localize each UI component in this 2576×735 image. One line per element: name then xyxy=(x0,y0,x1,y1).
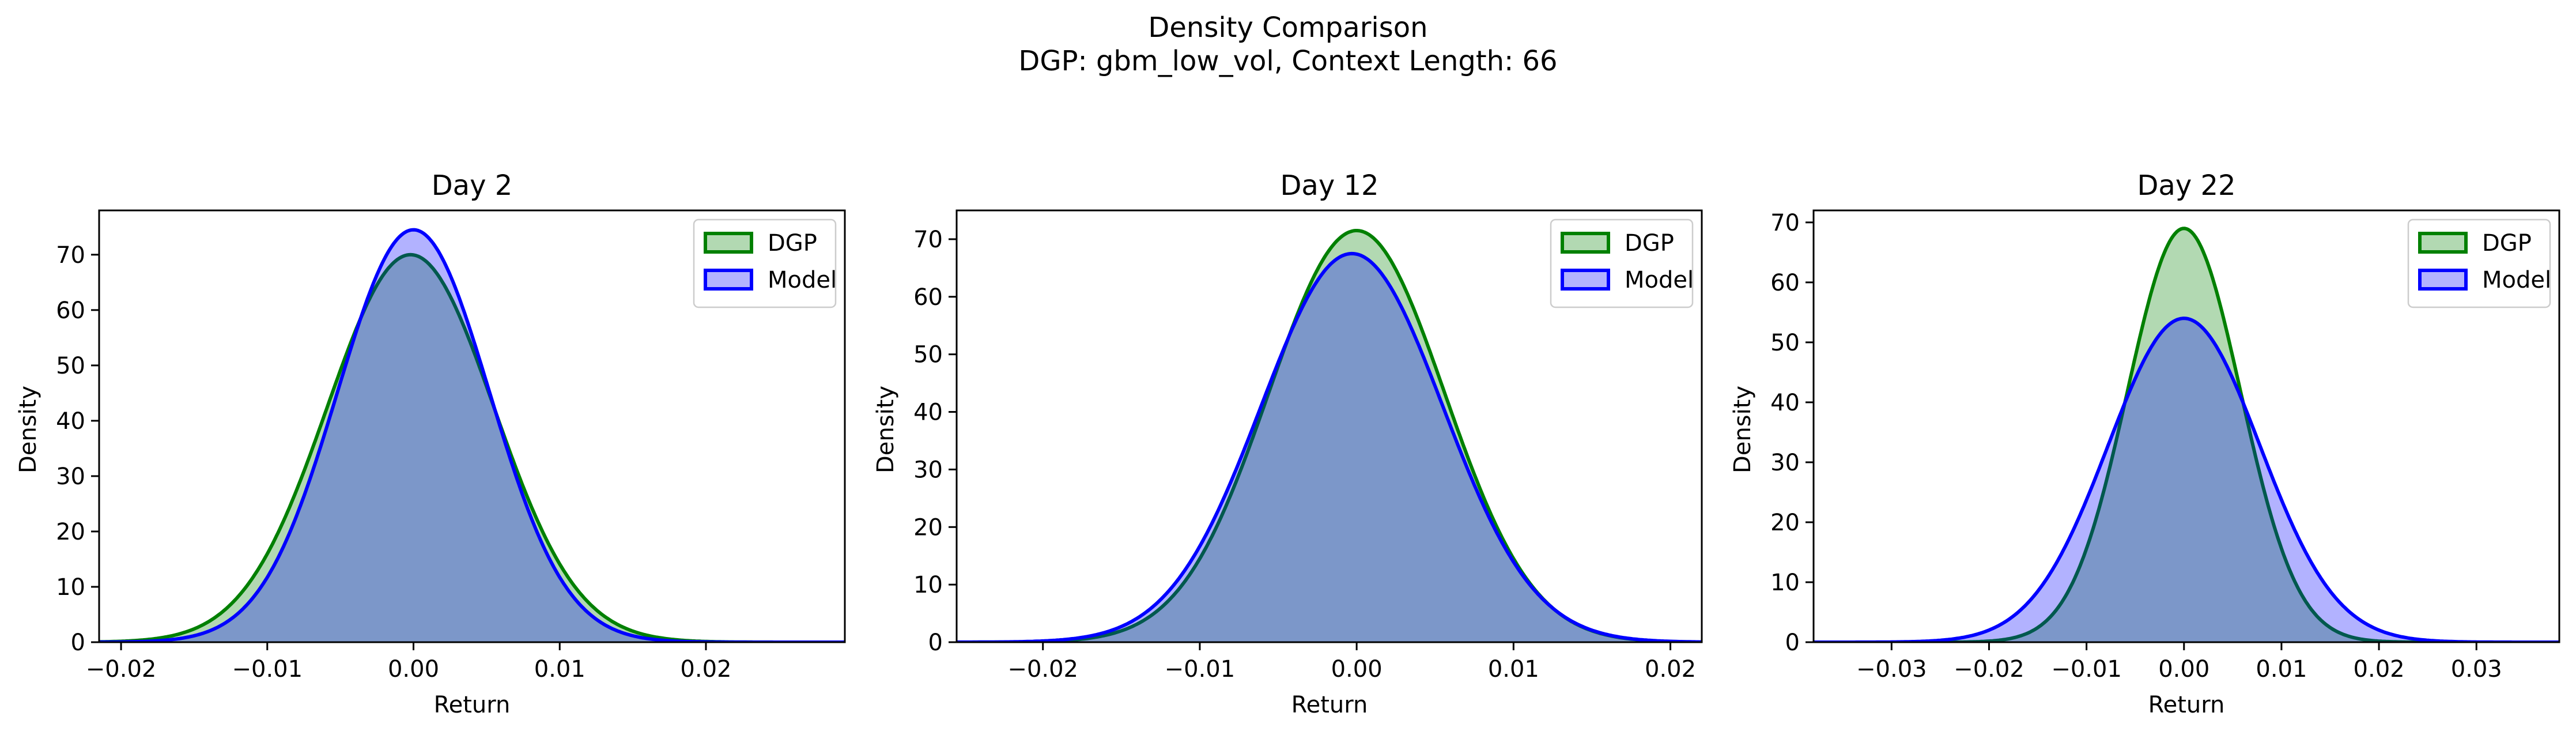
model-density-line xyxy=(1814,316,2559,642)
legend-label-model: Model xyxy=(2482,267,2551,293)
x-tick-label: −0.02 xyxy=(1007,656,1078,683)
y-tick-label: 60 xyxy=(1770,270,1800,296)
y-tick-label: 50 xyxy=(56,353,85,379)
x-tick-label: 0.00 xyxy=(388,656,439,683)
model-density-fill xyxy=(1814,318,2559,642)
x-tick-label: 0.01 xyxy=(534,656,586,683)
y-tick-label: 40 xyxy=(56,408,85,435)
axes-frame xyxy=(98,209,846,643)
x-tick-label: −0.01 xyxy=(232,656,303,683)
y-tick-label: 30 xyxy=(56,463,85,490)
y-tick-label: 50 xyxy=(1770,330,1800,356)
y-tick-label: 10 xyxy=(1770,570,1800,596)
legend-label-dgp: DGP xyxy=(768,230,817,257)
subplot-title: Day 2 xyxy=(432,169,513,202)
subplot-title: Day 12 xyxy=(1280,169,1378,202)
legend-label-model: Model xyxy=(1625,267,1694,293)
legend-swatch-dgp xyxy=(704,232,753,254)
y-tick-label: 0 xyxy=(928,630,943,656)
y-tick-label: 40 xyxy=(1770,390,1800,416)
legend-box xyxy=(693,218,837,308)
legend-swatch-model xyxy=(1561,269,1610,291)
y-tick-label: 30 xyxy=(913,457,943,483)
axes-frame xyxy=(955,209,1703,643)
legend-label-model: Model xyxy=(768,267,837,293)
y-tick-label: 0 xyxy=(1785,630,1800,656)
dgp-density-fill xyxy=(1814,228,2559,642)
legend-swatch-dgp xyxy=(2418,232,2468,254)
legend-label-dgp: DGP xyxy=(1625,230,1674,257)
y-tick-label: 30 xyxy=(1770,450,1800,476)
legend-box xyxy=(2407,218,2551,308)
y-tick-label: 40 xyxy=(913,399,943,426)
model-density-fill xyxy=(99,229,845,642)
x-tick-label: 0.00 xyxy=(2158,656,2209,683)
legend: DGP Model xyxy=(2407,218,2551,308)
figure-suptitle-line1: Density Comparison xyxy=(1148,12,1427,44)
legend-label-dgp: DGP xyxy=(2482,230,2532,257)
x-tick-label: −0.03 xyxy=(1856,656,1927,683)
legend-box xyxy=(1550,218,1694,308)
legend: DGP Model xyxy=(1550,218,1694,308)
legend-swatch-dgp xyxy=(1561,232,1610,254)
x-tick-label: 0.02 xyxy=(680,656,731,683)
y-tick-label: 10 xyxy=(913,572,943,598)
subplot-day-12: Day 12 Return Density −0.02 −0.01 0.00 0.01… xyxy=(872,169,1703,718)
y-tick-label: 60 xyxy=(56,297,85,324)
model-density-line xyxy=(957,251,1702,642)
y-tick-label: 0 xyxy=(71,630,85,656)
x-tick-label: 0.01 xyxy=(1488,656,1539,683)
y-tick-label: 20 xyxy=(1770,510,1800,536)
legend: DGP Model xyxy=(693,218,837,308)
y-axis-label: Density xyxy=(872,386,899,473)
x-tick-label: 0.03 xyxy=(2451,656,2502,683)
x-tick-label: −0.02 xyxy=(1954,656,2024,683)
y-tick-label: 20 xyxy=(56,519,85,545)
axes-frame xyxy=(1812,209,2560,643)
legend-swatch-model xyxy=(2418,269,2468,291)
y-tick-label: 70 xyxy=(1770,210,1800,236)
y-tick-label: 70 xyxy=(56,242,85,269)
dgp-density-fill xyxy=(957,231,1702,642)
y-tick-label: 50 xyxy=(913,342,943,368)
x-axis-label: Return xyxy=(434,692,511,718)
y-tick-label: 20 xyxy=(913,514,943,541)
subplot-title: Day 22 xyxy=(2137,169,2235,202)
y-tick-label: 70 xyxy=(913,227,943,253)
y-tick-label: 10 xyxy=(56,574,85,601)
x-tick-label: 0.02 xyxy=(2354,656,2405,683)
x-tick-label: −0.01 xyxy=(1165,656,1236,683)
x-tick-label: 0.02 xyxy=(1645,656,1696,683)
x-tick-label: 0.01 xyxy=(2256,656,2307,683)
x-axis-label: Return xyxy=(2148,692,2225,718)
y-axis-label: Density xyxy=(1729,386,1756,473)
x-tick-label: −0.01 xyxy=(2051,656,2122,683)
model-density-fill xyxy=(957,253,1702,642)
figure-suptitle-line2: DGP: gbm_low_vol, Context Length: 66 xyxy=(1018,45,1557,77)
x-axis-label: Return xyxy=(1291,692,1368,718)
x-tick-label: −0.02 xyxy=(86,656,157,683)
subplot-day-2: Day 2 Return Density −0.02 −0.01 0.00 0.01 0… xyxy=(15,169,846,718)
legend-swatch-model xyxy=(704,269,753,291)
density-curves xyxy=(957,229,1702,642)
x-tick-label: 0.00 xyxy=(1331,656,1383,683)
y-axis-label: Density xyxy=(15,386,41,473)
y-tick-label: 60 xyxy=(913,284,943,311)
subplot-day-22: Day 22 Return Density −0.03 −0.02 −0.01 0.0… xyxy=(1729,169,2560,718)
